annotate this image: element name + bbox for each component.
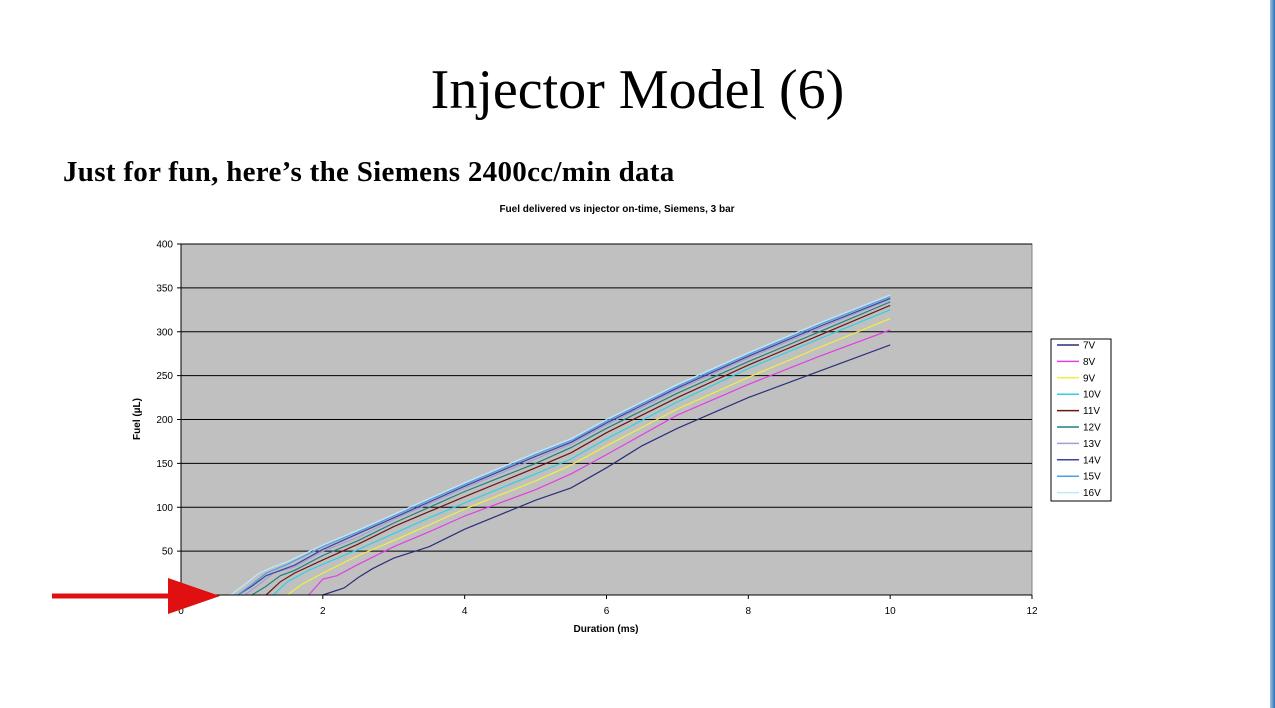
x-tick-label: 8: [746, 606, 752, 617]
series-line-14V: [237, 297, 891, 596]
legend-label-9V: 9V: [1083, 373, 1096, 384]
legend-box: [1050, 338, 1112, 502]
y-axis-title: Fuel (µL): [132, 398, 143, 440]
legend-label-16V: 16V: [1083, 488, 1101, 499]
y-tick-label: 350: [156, 283, 173, 294]
x-tick-label: 10: [885, 606, 897, 617]
x-tick-label: 12: [1026, 606, 1038, 617]
x-axis-title: Duration (ms): [574, 624, 639, 635]
legend-label-15V: 15V: [1083, 472, 1101, 483]
legend-label-14V: 14V: [1083, 455, 1101, 466]
slide-subtitle: Just for fun, here’s the Siemens 2400cc/…: [63, 156, 675, 188]
y-tick-label: 100: [156, 503, 173, 514]
x-tick-label: 0: [178, 606, 184, 617]
series-line-13V: [244, 298, 891, 596]
slide-title: Injector Model (6): [430, 59, 845, 121]
legend: 7V 8V 9V 10V 11V 12V 13V 14V 15V 16V: [1050, 338, 1112, 502]
y-tick-label: 50: [162, 547, 174, 558]
red-arrow: [52, 578, 220, 614]
series-line-12V: [251, 301, 891, 596]
series-line-11V: [265, 304, 891, 596]
series-line-16V: [230, 294, 891, 596]
series-line-15V: [237, 296, 891, 596]
x-tick-label: 4: [462, 606, 468, 617]
y-tick-label: 250: [156, 371, 173, 382]
legend-label-12V: 12V: [1083, 423, 1101, 434]
y-tick-label: 300: [156, 327, 173, 338]
series-line-7V: [322, 344, 891, 596]
slide-right-border: [1270, 0, 1275, 708]
y-tick-label: 200: [156, 415, 173, 426]
legend-label-11V: 11V: [1083, 406, 1100, 417]
gridlines: [181, 243, 1032, 552]
x-tick-label: 6: [604, 606, 610, 617]
series-line-10V: [272, 309, 891, 596]
y-tick-label: 400: [156, 240, 173, 251]
legend-label-13V: 13V: [1083, 439, 1101, 450]
legend-label-7V: 7V: [1083, 341, 1096, 352]
legend-label-8V: 8V: [1083, 357, 1096, 368]
series-lines: [230, 294, 891, 596]
series-line-8V: [308, 329, 891, 596]
axes: 050100150200250300350400024681012: [156, 240, 1038, 618]
x-tick-label: 2: [320, 606, 326, 617]
series-line-9V: [287, 318, 891, 596]
legend-label-10V: 10V: [1083, 390, 1101, 401]
chart-title: Fuel delivered vs injector on-time, Siem…: [499, 204, 734, 215]
y-tick-label: 150: [156, 459, 173, 470]
